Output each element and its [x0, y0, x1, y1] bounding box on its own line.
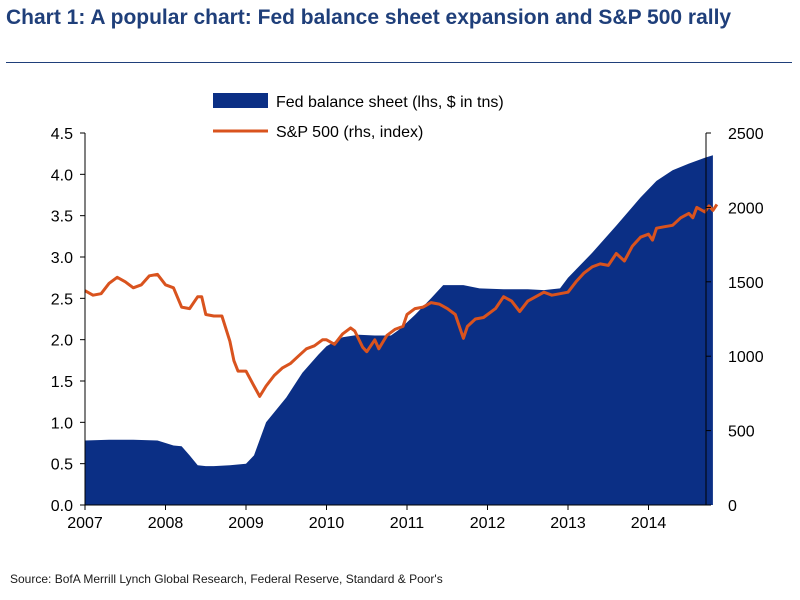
left-tick-label: 0.5	[51, 457, 73, 474]
left-tick-label: 2.5	[51, 291, 73, 308]
x-tick-label: 2012	[470, 515, 506, 532]
title-divider	[6, 62, 792, 63]
left-tick-label: 4.0	[51, 167, 73, 184]
right-tick-label: 2000	[728, 200, 764, 217]
right-tick-label: 0	[728, 498, 737, 515]
left-tick-label: 1.0	[51, 415, 73, 432]
left-tick-label: 2.0	[51, 333, 73, 350]
right-tick-label: 1500	[728, 275, 764, 292]
chart-title: Chart 1: A popular chart: Fed balance sh…	[6, 6, 732, 29]
fed-balance-sheet-area	[85, 155, 713, 506]
x-tick-label: 2010	[309, 515, 345, 532]
x-tick-label: 2014	[631, 515, 667, 532]
left-tick-label: 1.5	[51, 374, 73, 391]
left-tick-label: 4.5	[51, 126, 73, 143]
right-tick-label: 1000	[728, 349, 764, 366]
source-note: Source: BofA Merrill Lynch Global Resear…	[10, 572, 443, 586]
left-tick-label: 0.0	[51, 498, 73, 515]
left-tick-label: 3.5	[51, 209, 73, 226]
x-tick-label: 2007	[67, 515, 103, 532]
sp500-line	[84, 203, 719, 398]
right-tick-label: 500	[728, 424, 755, 441]
legend-label-sp500: S&P 500 (rhs, index)	[276, 124, 423, 141]
x-tick-label: 2009	[228, 515, 264, 532]
x-tick-label: 2011	[390, 515, 425, 532]
left-tick-label: 3.0	[51, 250, 73, 267]
x-tick-label: 2013	[550, 515, 586, 532]
legend-swatch-fed	[213, 93, 268, 108]
legend-label-fed: Fed balance sheet (lhs, $ in tns)	[276, 94, 504, 111]
x-tick-label: 2008	[148, 515, 184, 532]
right-tick-label: 2500	[728, 126, 764, 143]
